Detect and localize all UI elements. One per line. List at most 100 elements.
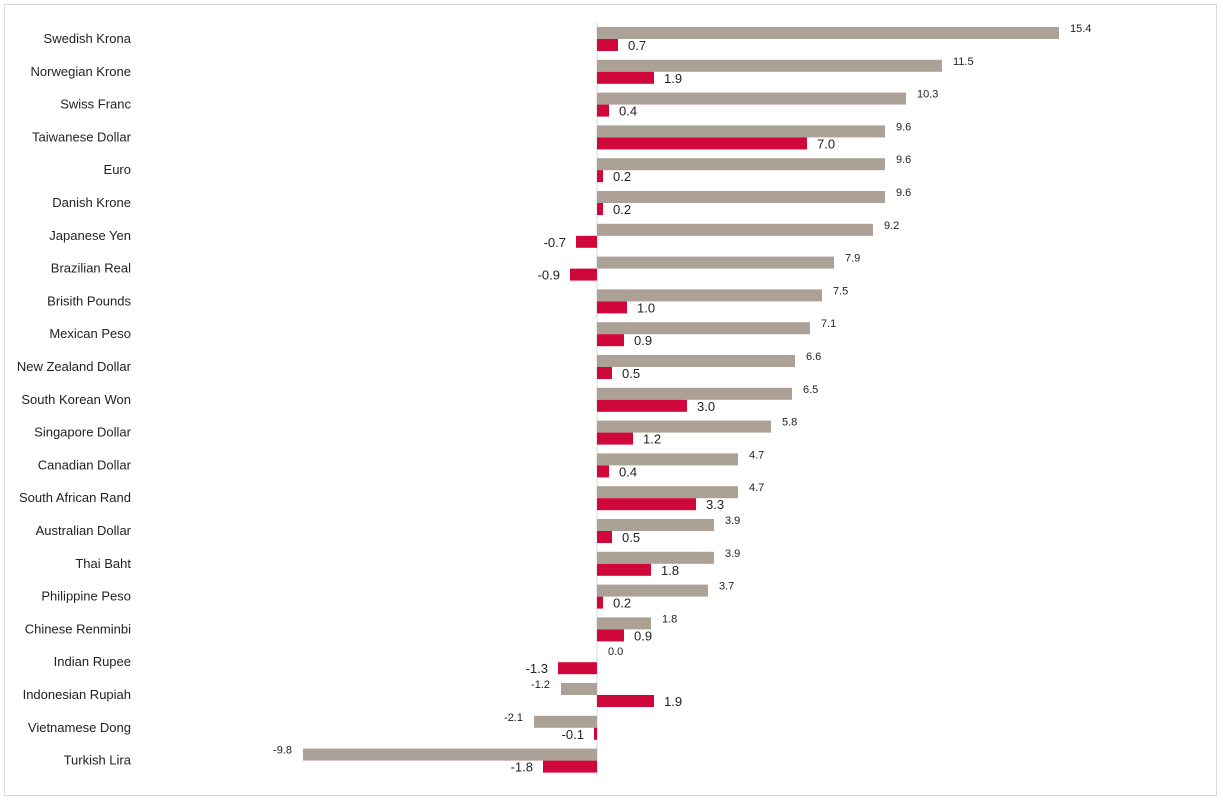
series-2-bar [597, 137, 807, 150]
series-2-value-label: 1.9 [664, 694, 682, 709]
series-2-value-label: 3.3 [706, 497, 724, 512]
category-label: Chinese Renminbi [25, 621, 131, 636]
series-2-value-label: 7.0 [817, 136, 835, 151]
series-2-value-label: -1.8 [511, 760, 533, 775]
series-2-value-label: 0.4 [619, 464, 637, 479]
series-1-value-label: 0.0 [608, 646, 623, 658]
series-1-value-label: 7.5 [833, 285, 848, 297]
series-1-value-label: 11.5 [953, 56, 974, 68]
series-1-value-label: -2.1 [504, 712, 523, 724]
series-2-bar [597, 39, 618, 51]
series-2-value-label: -0.7 [544, 235, 566, 250]
series-1-value-label: -9.8 [273, 745, 292, 757]
series-1-bar [534, 715, 597, 728]
series-1-bar [561, 683, 597, 695]
category-label: South Korean Won [21, 392, 131, 407]
series-1-bar [597, 387, 792, 400]
series-1-value-label: 6.5 [803, 384, 818, 396]
category-label: Taiwanese Dollar [32, 129, 132, 144]
series-2-value-label: -1.3 [526, 661, 548, 676]
series-1-value-label: 4.7 [749, 449, 764, 461]
series-1-value-label: 15.4 [1070, 23, 1091, 35]
category-label: Norwegian Krone [31, 64, 131, 79]
series-2-value-label: 0.2 [613, 169, 631, 184]
series-2-bar [576, 235, 597, 248]
series-1-bar [597, 27, 1059, 39]
series-2-value-label: -0.9 [538, 268, 560, 283]
series-2-bar [597, 498, 696, 511]
series-2-value-label: 0.7 [628, 38, 646, 53]
series-2-value-label: 3.0 [697, 399, 715, 414]
series-1-bar [597, 355, 795, 367]
category-label: Indian Rupee [54, 654, 131, 669]
category-label: Singapore Dollar [34, 425, 132, 440]
series-2-value-label: 0.4 [619, 104, 637, 119]
category-label: Brisith Pounds [47, 293, 131, 308]
category-label: New Zealand Dollar [17, 359, 132, 374]
category-label: Philippine Peso [41, 589, 131, 604]
series-2-bar [597, 465, 609, 478]
series-2-bar [597, 563, 651, 576]
category-label: Vietnamese Dong [28, 720, 131, 735]
category-label: Brazilian Real [51, 261, 131, 276]
series-1-bar [597, 551, 714, 564]
series-1-bar [597, 584, 708, 597]
series-2-value-label: -0.1 [562, 727, 584, 742]
series-1-bar [597, 158, 885, 171]
series-1-bar [597, 519, 714, 531]
series-2-bar [594, 727, 597, 740]
series-1-value-label: 9.2 [884, 220, 899, 232]
series-1-value-label: 3.9 [725, 548, 740, 560]
series-1-bar [597, 256, 834, 269]
series-1-bar [597, 92, 906, 105]
series-1-bar [597, 125, 885, 138]
series-1-value-label: 1.8 [662, 613, 677, 625]
category-label: Swedish Krona [44, 31, 132, 46]
series-2-value-label: 0.2 [613, 596, 631, 611]
series-2-value-label: 0.9 [634, 333, 652, 348]
series-2-value-label: 1.2 [643, 432, 661, 447]
series-2-bar [597, 104, 609, 117]
series-2-bar [597, 399, 687, 412]
series-1-bar [597, 617, 651, 630]
series-1-value-label: 9.6 [896, 121, 911, 133]
series-1-value-label: 7.9 [845, 253, 860, 265]
series-1-bar [597, 289, 822, 302]
series-1-bar [597, 453, 738, 466]
series-2-bar [597, 629, 624, 642]
series-2-bar [597, 596, 603, 609]
series-1-value-label: -1.2 [531, 679, 550, 691]
series-2-value-label: 1.9 [664, 71, 682, 86]
series-2-value-label: 1.0 [637, 300, 655, 315]
series-2-bar [597, 367, 612, 379]
series-1-value-label: 9.6 [896, 154, 911, 166]
series-1-value-label: 7.1 [821, 318, 836, 330]
series-1-bar [597, 420, 771, 433]
series-2-bar [597, 695, 654, 707]
series-1-bar [303, 748, 597, 761]
category-label: Danish Krone [52, 195, 131, 210]
series-1-bar [597, 322, 810, 335]
series-2-bar [597, 170, 603, 183]
series-2-value-label: 0.2 [613, 202, 631, 217]
category-label: Australian Dollar [36, 523, 132, 538]
series-2-bar [597, 71, 654, 84]
series-1-value-label: 5.8 [782, 417, 797, 429]
category-label: Japanese Yen [49, 228, 131, 243]
series-1-value-label: 10.3 [917, 89, 938, 101]
category-label: Swiss Franc [60, 97, 131, 112]
series-2-bar [597, 203, 603, 215]
category-label: Thai Baht [75, 556, 131, 571]
category-label: Indonesian Rupiah [23, 687, 131, 702]
category-label: Turkish Lira [64, 753, 132, 768]
series-2-bar [597, 432, 633, 445]
series-2-bar [597, 334, 624, 347]
category-label: Canadian Dollar [38, 457, 132, 472]
category-label: Mexican Peso [49, 326, 131, 341]
category-label: South African Rand [19, 490, 131, 505]
series-2-value-label: 0.5 [622, 530, 640, 545]
series-2-value-label: 0.5 [622, 366, 640, 381]
series-1-value-label: 4.7 [749, 482, 764, 494]
series-2-bar [597, 301, 627, 314]
